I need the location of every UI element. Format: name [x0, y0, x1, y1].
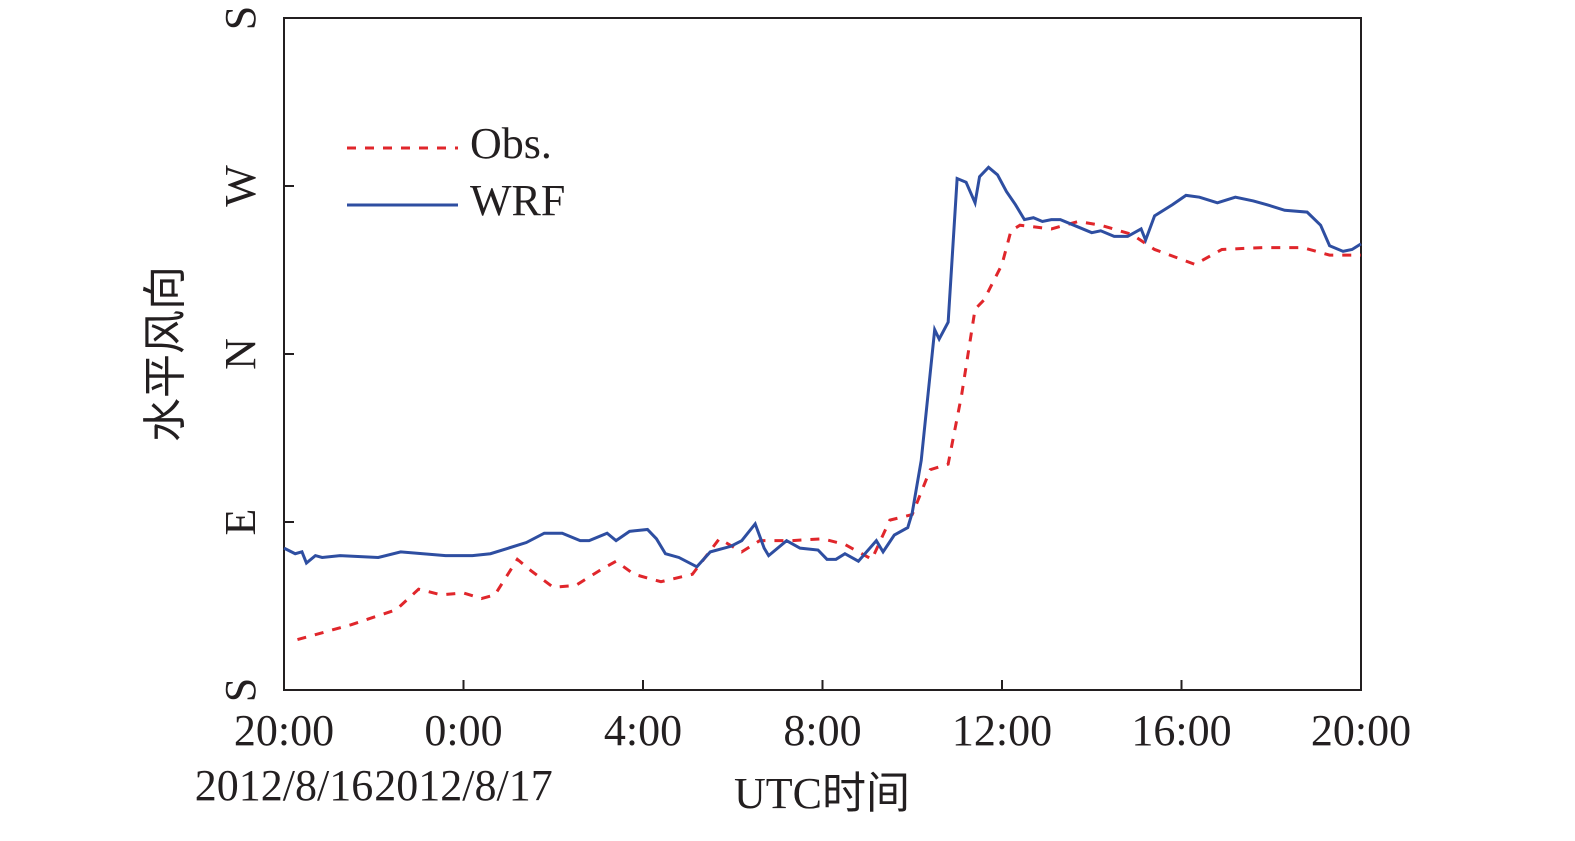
x-tick-label: 4:00 — [604, 706, 682, 755]
y-tick-label: S — [216, 678, 265, 702]
date-label: 2012/8/16 — [195, 761, 373, 810]
y-tick-label: E — [216, 509, 265, 536]
x-axis-label: UTC时间 — [734, 769, 910, 818]
y-tick-label: W — [216, 165, 265, 207]
series-line — [283, 165, 1362, 569]
x-tick-label: 12:00 — [952, 706, 1052, 755]
x-tick-label: 8:00 — [783, 706, 861, 755]
y-tick-label: N — [216, 338, 265, 370]
plot-frame — [283, 17, 1362, 691]
x-tick-label: 20:00 — [234, 706, 334, 755]
legend-label: WRF — [470, 176, 565, 225]
legend-label: Obs. — [470, 119, 552, 168]
x-tick-label: 20:00 — [1311, 706, 1411, 755]
y-axis-label: 水平风向 — [141, 266, 190, 442]
x-tick-label: 16:00 — [1131, 706, 1231, 755]
date-label: 2012/8/17 — [374, 761, 552, 810]
series-line — [297, 219, 1361, 642]
x-tick-label: 0:00 — [424, 706, 502, 755]
y-tick-label: S — [216, 6, 265, 30]
